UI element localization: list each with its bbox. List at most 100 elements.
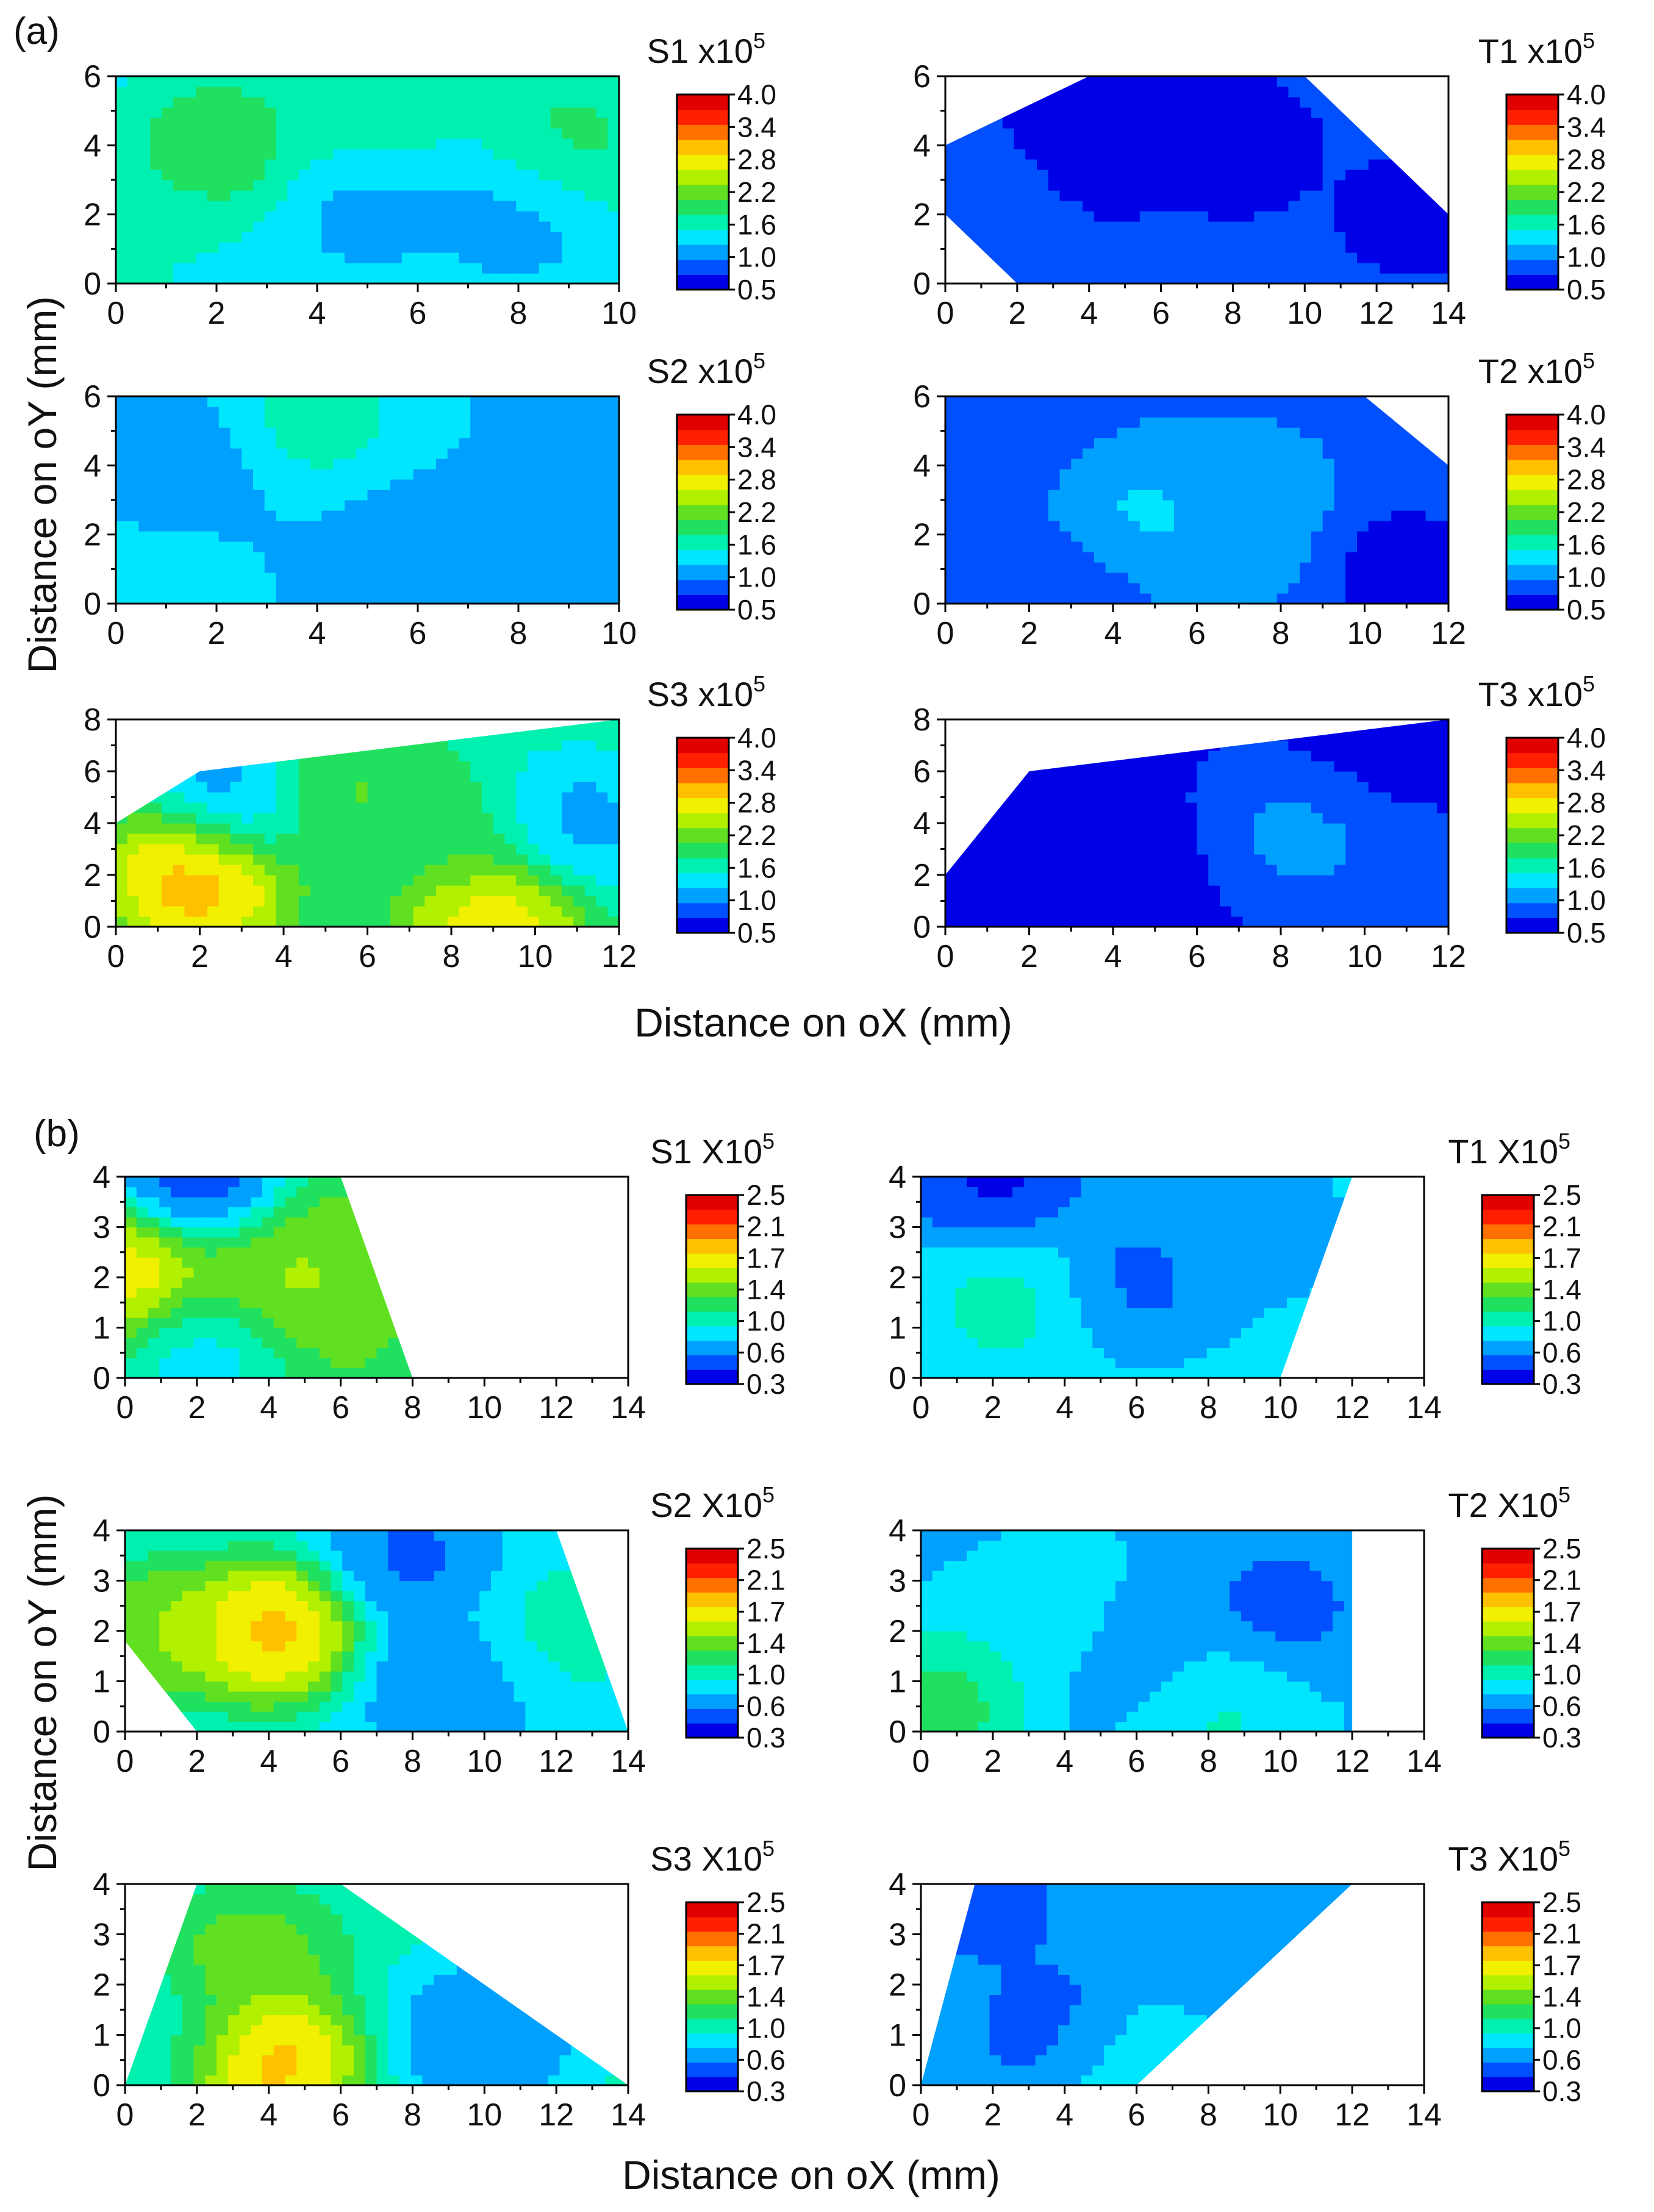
contour-cell	[1242, 252, 1255, 263]
contour-cell	[253, 190, 265, 201]
contour-cell	[1117, 500, 1129, 511]
contour-cell	[516, 169, 528, 180]
colorbar-segment	[1506, 109, 1558, 125]
contour-cell	[356, 500, 368, 511]
contour-cell	[1071, 407, 1083, 418]
contour-cell	[424, 118, 437, 129]
contour-cell	[1048, 469, 1061, 480]
contour-cell	[584, 76, 597, 87]
contour-cell	[116, 885, 128, 896]
contour-cell	[573, 875, 585, 886]
contour-cell	[356, 427, 368, 438]
contour-cell	[562, 273, 574, 284]
contour-cell	[447, 751, 460, 762]
contour-cell	[253, 885, 265, 896]
contour-cell	[968, 138, 980, 149]
contour-cell	[516, 128, 528, 139]
contour-cell	[173, 823, 185, 834]
contour-cell	[1380, 490, 1392, 501]
contour-cell	[310, 521, 323, 532]
contour-cell	[1105, 180, 1117, 191]
contour-cell	[1266, 448, 1278, 459]
contour-cell	[1025, 802, 1037, 813]
contour-cell	[607, 844, 619, 855]
contour-cell	[504, 813, 517, 824]
contour-cell	[390, 490, 403, 501]
contour-cell	[968, 448, 980, 459]
contour-cell	[276, 396, 288, 407]
contour-cell	[242, 263, 254, 274]
contour-cell	[945, 396, 958, 407]
contour-cell	[1048, 521, 1061, 532]
contour-cell	[1266, 159, 1278, 170]
contour-cell	[1139, 252, 1152, 263]
contour-cell	[367, 97, 379, 108]
contour-cell	[1105, 263, 1117, 274]
contour-cell	[968, 500, 980, 511]
contour-cell	[493, 751, 506, 762]
contour-cell	[173, 232, 185, 243]
contour-cell	[276, 76, 288, 87]
contour-cell	[562, 761, 574, 772]
contour-cell	[162, 128, 174, 139]
contour-cell	[1014, 169, 1026, 180]
contour-cell	[1208, 552, 1220, 563]
contour-cell	[345, 562, 357, 573]
contour-cell	[276, 211, 288, 222]
contour-cell	[287, 792, 299, 803]
contour-cell	[1037, 531, 1049, 542]
contour-cell	[207, 521, 220, 532]
contour-cell	[1185, 87, 1198, 98]
contour-cell	[173, 531, 185, 542]
contour-cell	[345, 833, 357, 844]
contour-cell	[345, 854, 357, 865]
contour-cell	[1425, 479, 1437, 490]
contour-cell	[196, 573, 208, 583]
contour-cell	[1311, 438, 1323, 449]
contour-cell	[1208, 232, 1220, 243]
contour-cell	[162, 417, 174, 428]
contour-cell	[424, 87, 437, 98]
colorbar-tick-label: 2.8	[737, 144, 776, 176]
contour-cell	[459, 521, 471, 532]
contour-cell	[287, 510, 299, 521]
contour-cell	[196, 916, 208, 927]
contour-cell	[1151, 190, 1163, 201]
contour-cell	[528, 87, 540, 98]
contour-cell	[1025, 263, 1037, 274]
contour-cell	[150, 562, 162, 573]
contour-cell	[321, 906, 334, 917]
contour-cell	[1071, 885, 1083, 896]
contour-cell	[596, 417, 608, 428]
contour-cell	[956, 500, 969, 511]
contour-cell	[1300, 583, 1312, 594]
contour-cell	[1048, 273, 1061, 284]
contour-cell	[528, 782, 540, 793]
contour-cell	[1094, 159, 1106, 170]
contour-cell	[493, 844, 506, 855]
contour-cell	[424, 273, 437, 284]
contour-cell	[150, 138, 162, 149]
contour-cell	[1094, 448, 1106, 459]
contour-cell	[991, 190, 1003, 201]
contour-cell	[356, 138, 368, 149]
contour-cell	[367, 751, 379, 762]
contour-cell	[253, 407, 265, 418]
contour-cell	[607, 500, 619, 511]
contour-cell	[173, 885, 185, 896]
contour-cell	[207, 396, 220, 407]
contour-cell	[1276, 407, 1289, 418]
contour-cell	[1014, 593, 1026, 604]
contour-cell	[345, 97, 357, 108]
contour-cell	[596, 427, 608, 438]
contour-cell	[1311, 159, 1323, 170]
contour-cell	[367, 531, 379, 542]
contour-cell	[390, 97, 403, 108]
contour-cell	[482, 823, 494, 834]
contour-cell	[264, 469, 277, 480]
contour-cell	[550, 87, 562, 98]
contour-cell	[1151, 149, 1163, 160]
contour-cell	[333, 97, 345, 108]
contour-cell	[367, 573, 379, 583]
contour-cell	[1414, 583, 1427, 594]
